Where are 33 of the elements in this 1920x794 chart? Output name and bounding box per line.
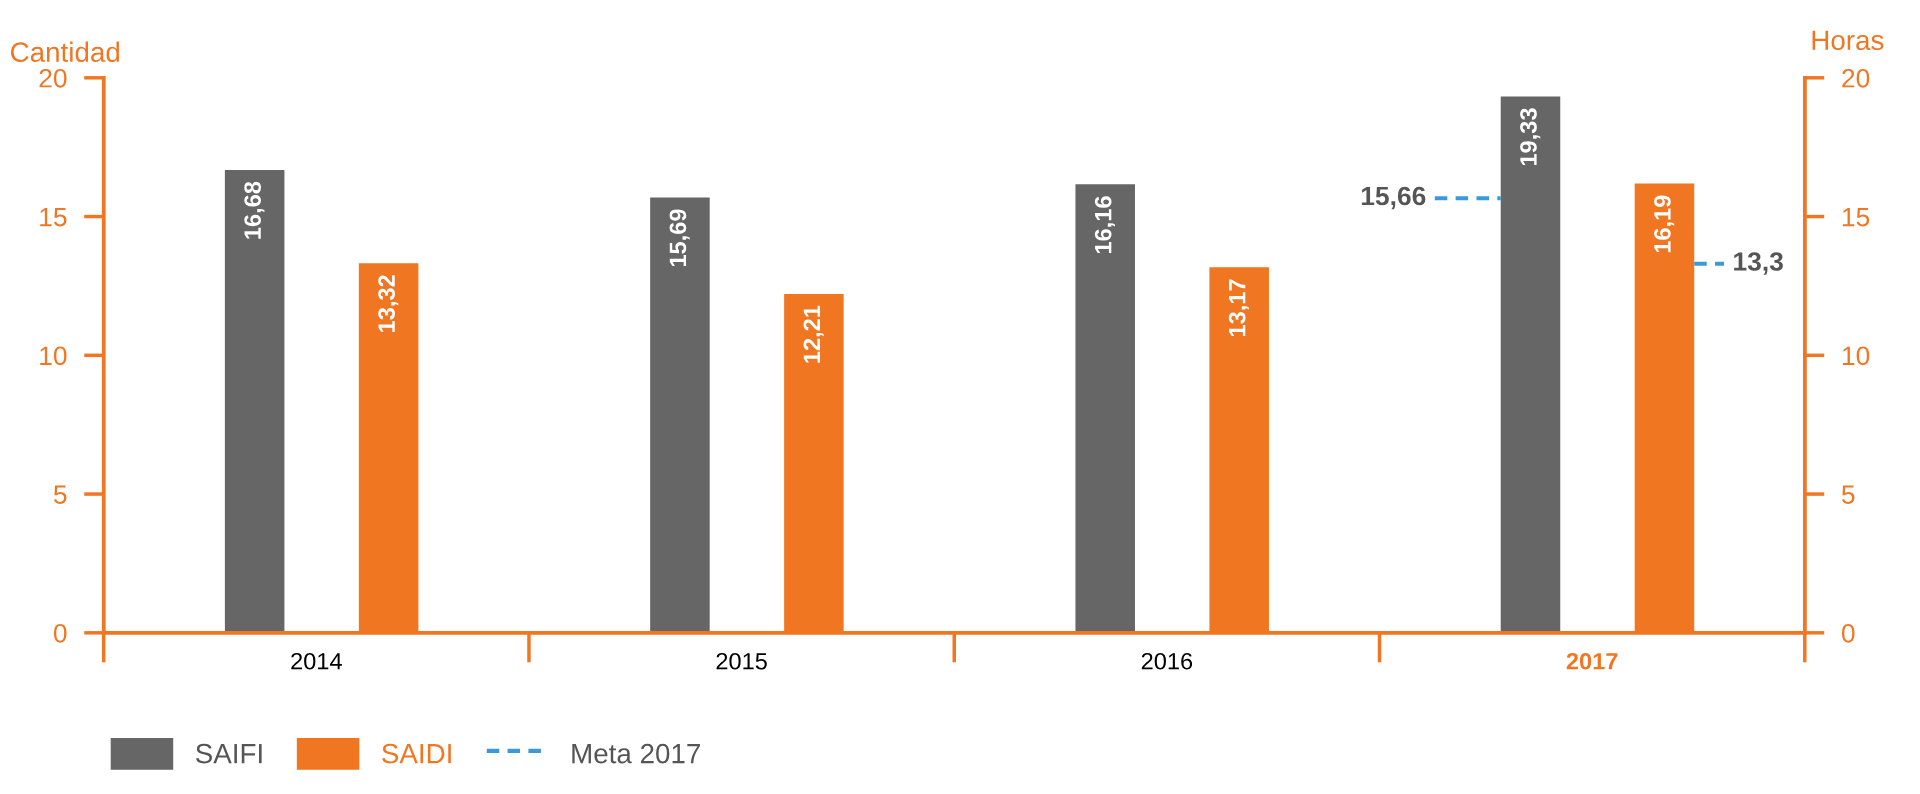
bar [224, 169, 285, 633]
y-tick-label: 20 [39, 68, 67, 88]
ref-line-label: 13,3 [1734, 252, 1783, 275]
data-label: 16,16 [1094, 196, 1115, 254]
x-tick-label: 2014 [291, 652, 342, 670]
data-label: 13,32 [378, 275, 399, 332]
y-axis-title: Cantidad [11, 41, 119, 62]
data-label: 13,17 [1228, 279, 1249, 337]
y2-tick-label: 0 [1841, 623, 1855, 643]
ref-line-label: 15,66 [1361, 186, 1426, 210]
y-tick-label: 0 [53, 623, 67, 643]
y-tick-label: 5 [53, 485, 67, 504]
y2-axis-title: Horas [1812, 30, 1884, 51]
legend-label: SAIDI [382, 743, 451, 764]
bar [650, 197, 710, 633]
bar [1500, 96, 1561, 633]
text: Meta 2017 [572, 743, 700, 764]
y-tick-label: 10 [40, 346, 67, 366]
data-label: 12,21 [803, 305, 824, 363]
data-label: 16,68 [244, 181, 265, 239]
y2-tick-label: 20 [1842, 68, 1870, 88]
data-label: 16,19 [1654, 195, 1675, 253]
y2-tick-label: 5 [1841, 485, 1855, 504]
x-tick-label: 2015 [716, 652, 767, 670]
x-tick-label: 2016 [1141, 652, 1193, 670]
x-tick-label: 2017 [1566, 652, 1618, 670]
legend-label: SAIFI [196, 743, 262, 764]
y2-tick-label: 10 [1842, 346, 1870, 366]
bar [1075, 184, 1135, 633]
y-tick-label: 15 [40, 207, 67, 227]
data-label: 19,33 [1520, 108, 1541, 166]
y2-tick-label: 15 [1842, 207, 1870, 227]
data-label: 15,69 [669, 209, 690, 267]
